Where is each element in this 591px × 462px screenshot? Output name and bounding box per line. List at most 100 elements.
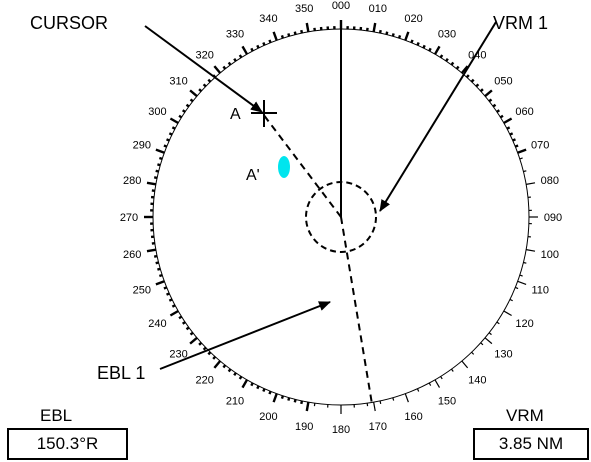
bearing-tick [155, 148, 165, 154]
bearing-label: 320 [196, 50, 214, 62]
bearing-label: 140 [468, 374, 486, 386]
bearing-tick [404, 393, 409, 403]
bearing-label: 010 [369, 3, 387, 15]
bearing-tick [272, 31, 278, 41]
bearing-label: 060 [515, 106, 533, 118]
bearing-label-ring: 000 0100200300400500600700800901001101201… [120, 0, 562, 436]
bearing-tick [189, 89, 198, 98]
bearing-tick [404, 31, 410, 41]
bearing-tick [305, 22, 310, 33]
cursor-bearing-line [262, 113, 342, 218]
bearing-label: 070 [531, 139, 549, 151]
bearing-tick [241, 379, 249, 389]
bearing-label: 030 [438, 28, 456, 40]
bearing-tick [155, 280, 165, 286]
bearing-tick [241, 45, 249, 55]
bearing-tick [268, 390, 272, 395]
bearing-tick [517, 148, 527, 154]
bearing-tick [523, 170, 527, 173]
bearing-tick [514, 144, 519, 148]
bearing-tick [155, 261, 159, 265]
bearing-label: 350 [295, 3, 313, 15]
bearing-tick [526, 182, 536, 185]
bearing-tick [155, 169, 159, 173]
bearing-label: 090 [544, 212, 562, 224]
bearing-tick [517, 280, 527, 285]
bearing-label: 260 [123, 249, 141, 261]
bearing-tick [213, 65, 222, 74]
bearing-label: 270 [120, 212, 138, 224]
bearing-label: 000 [332, 0, 350, 12]
bearing-tick [181, 321, 186, 325]
bearing-label: 340 [259, 13, 277, 25]
bearing-tick [146, 181, 157, 186]
bearing-tick [519, 157, 523, 160]
bearing-tick [233, 57, 237, 62]
callout-cursor-arrow [144, 25, 263, 113]
bearing-label: 330 [226, 28, 244, 40]
bearing-label: 080 [541, 175, 559, 187]
bearing-tick [305, 401, 310, 412]
bearing-tick-ring [144, 20, 538, 414]
bearing-tick [503, 310, 512, 317]
bearing-tick [373, 402, 376, 412]
bearing-tick [169, 117, 179, 125]
bearing-tick [233, 372, 237, 377]
bearing-tick [496, 321, 500, 325]
bearing-label: 050 [494, 76, 512, 88]
point-label-a: A [230, 106, 241, 123]
bearing-label: 190 [295, 421, 313, 433]
bearing-label: 170 [369, 421, 387, 433]
bearing-tick [526, 249, 536, 252]
bearing-label: 230 [169, 348, 187, 360]
callout-cursor-text: CURSOR [30, 13, 108, 33]
vrm-readout-title: VRM [506, 406, 544, 425]
bearing-tick [272, 393, 278, 403]
bearing-tick [445, 57, 449, 62]
callout-vrm-arrow [379, 21, 497, 212]
callout-vrm-text: VRM 1 [493, 13, 548, 33]
cursor-crosshair[interactable] [251, 100, 277, 127]
bearing-label: 240 [148, 318, 166, 330]
bearing-label: 120 [515, 318, 533, 330]
bearing-tick [484, 89, 493, 98]
ebl-readout-title: EBL [40, 406, 73, 425]
bearing-tick [461, 360, 469, 369]
bearing-label: 310 [169, 76, 187, 88]
bearing-label: 020 [404, 13, 422, 25]
bearing-tick [519, 274, 523, 277]
bearing-label: 110 [531, 285, 549, 297]
vrm-readout-value: 3.85 NM [473, 428, 589, 460]
bearing-tick [515, 286, 519, 290]
bearing-label: 220 [196, 374, 214, 386]
ebl-readout-value: 150.3°R [7, 428, 128, 460]
bearing-label: 210 [226, 396, 244, 408]
bearing-tick [372, 22, 377, 33]
bearing-tick [189, 336, 198, 345]
callout-ebl-arrow [159, 301, 331, 370]
bearing-label: 280 [123, 175, 141, 187]
bearing-tick [434, 379, 441, 388]
bearing-tick [213, 360, 222, 369]
callout-ebl-text: EBL 1 [97, 363, 145, 383]
target-echo [278, 156, 290, 178]
bearing-tick [169, 309, 179, 317]
point-label-a-prime: A' [246, 167, 260, 184]
bearing-label: 130 [494, 348, 512, 360]
bearing-label: 100 [541, 249, 559, 261]
bearing-label: 300 [148, 106, 166, 118]
bearing-label: 290 [133, 139, 151, 151]
bearing-label: 150 [438, 396, 456, 408]
bearing-tick [523, 261, 527, 264]
bearing-tick [503, 117, 513, 125]
bearing-label: 160 [404, 411, 422, 423]
bearing-label: 250 [133, 285, 151, 297]
bearing-tick [146, 248, 157, 253]
ebl-line[interactable] [340, 216, 373, 405]
bearing-label: 200 [259, 411, 277, 423]
bearing-tick [433, 45, 441, 55]
bearing-label: 180 [332, 424, 350, 436]
bearing-tick [484, 337, 493, 345]
vrm-ring[interactable] [305, 181, 377, 253]
